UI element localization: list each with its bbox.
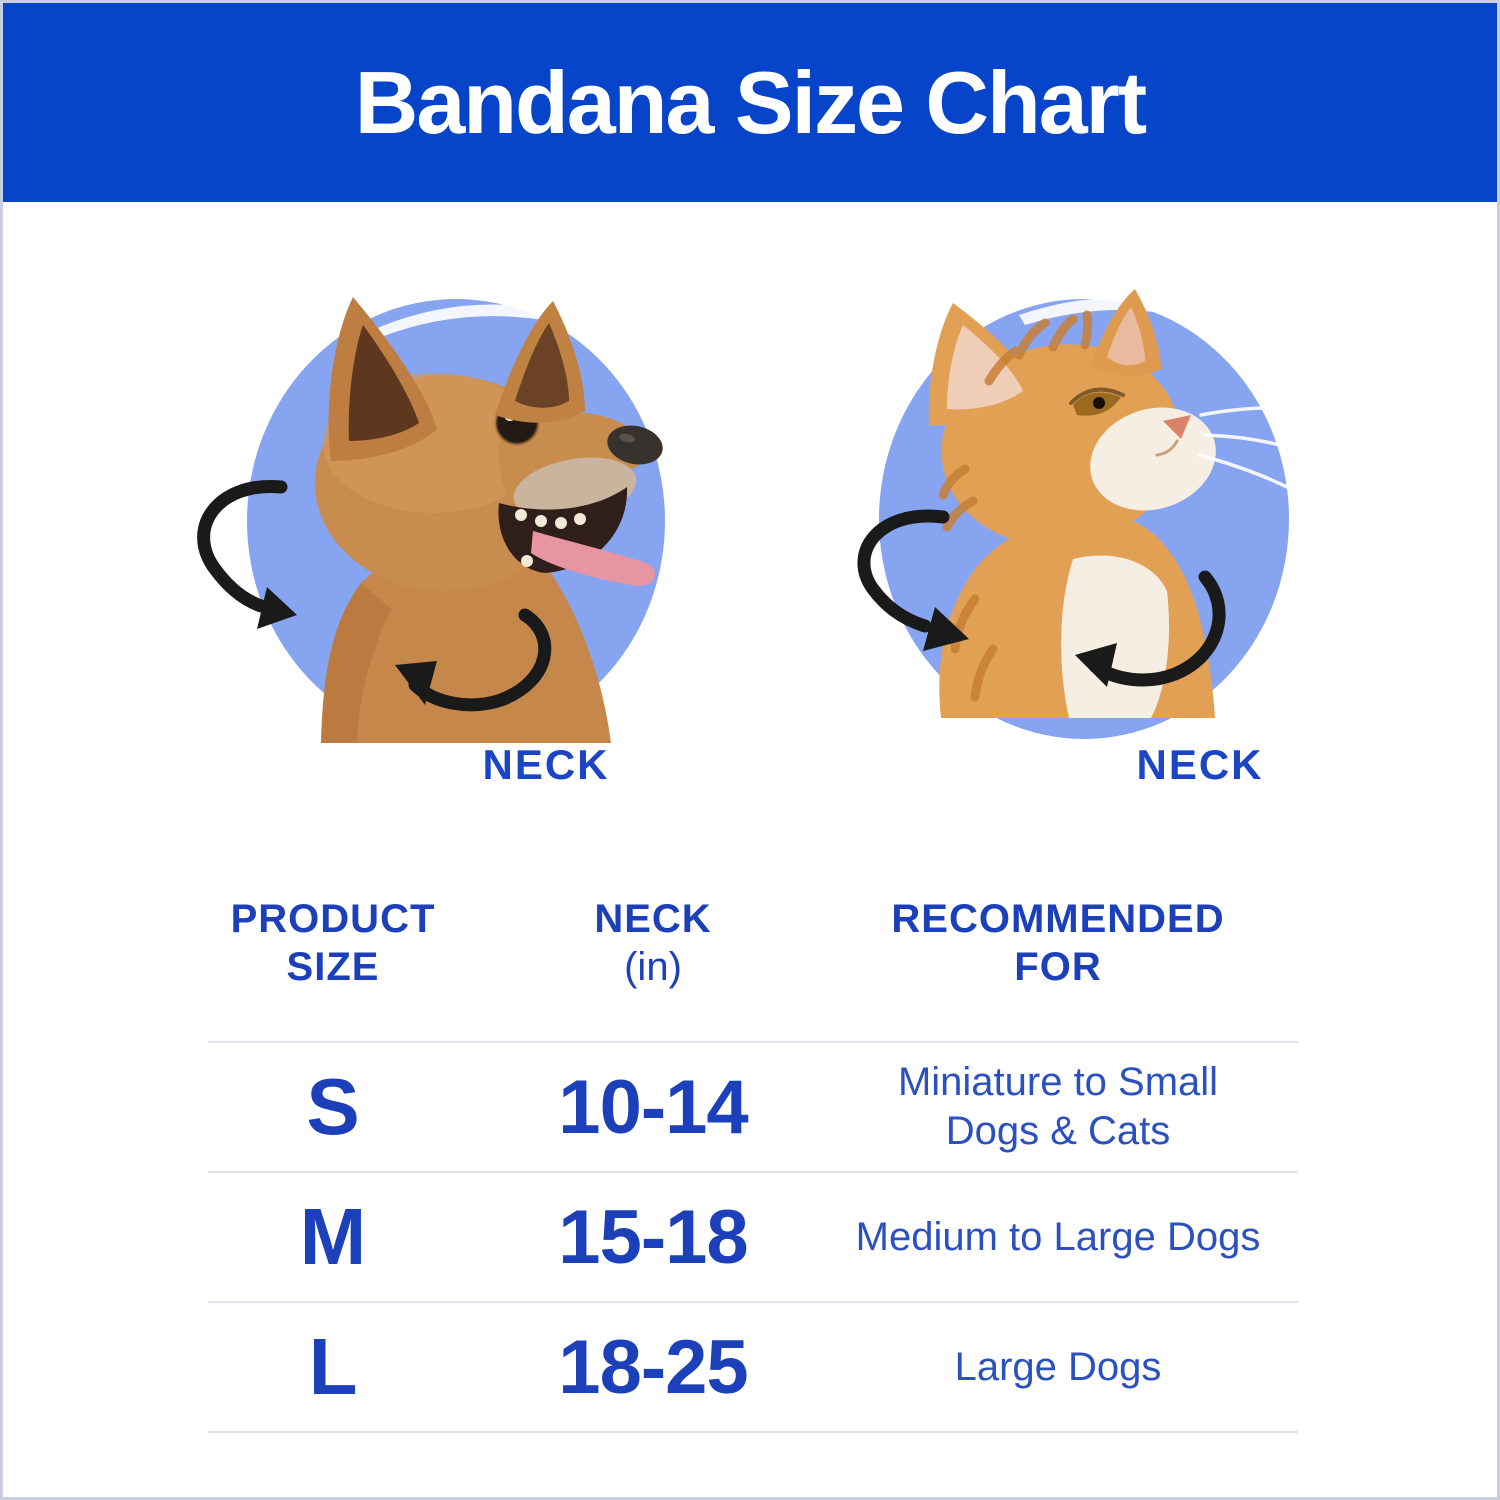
cat-measurement-figure: NECK bbox=[823, 263, 1383, 793]
recommended-for-cell: Miniature to Small Dogs & Cats bbox=[897, 1060, 1219, 1153]
neck-range-cell: 18-25 bbox=[558, 1324, 748, 1410]
table-row-large: L 18-25 Large Dogs bbox=[208, 1301, 1298, 1431]
dog-measurement-figure: NECK bbox=[183, 263, 743, 793]
neck-range-cell: 15-18 bbox=[558, 1194, 748, 1280]
column-header-recommended-for: RECOMMENDED FOR bbox=[891, 897, 1225, 989]
recommended-for-cell: Large Dogs bbox=[954, 1344, 1162, 1389]
table-row-small: S 10-14 Miniature to Small Dogs & Cats bbox=[208, 1041, 1298, 1171]
recommended-for-cell: Medium to Large Dogs bbox=[855, 1214, 1261, 1259]
table-row-medium: M 15-18 Medium to Large Dogs bbox=[208, 1171, 1298, 1301]
column-header-product-size: PRODUCT SIZE bbox=[230, 897, 436, 989]
dog-head-illustration bbox=[315, 297, 663, 743]
dog-photo bbox=[197, 297, 665, 743]
column-header-neck-in: NECK (in) bbox=[594, 897, 712, 989]
size-cell: M bbox=[299, 1192, 367, 1281]
neck-measure-arrows-icon bbox=[197, 480, 552, 712]
size-cell: L bbox=[308, 1322, 358, 1411]
page-title: Bandana Size Chart bbox=[354, 52, 1147, 152]
size-cell: S bbox=[306, 1062, 360, 1151]
cat-photo bbox=[857, 289, 1309, 739]
size-table-body: S 10-14 Miniature to Small Dogs & Cats M… bbox=[208, 1041, 1298, 1433]
size-table-header: PRODUCT SIZE NECK (in) RECOMMENDED FOR bbox=[208, 883, 1298, 991]
cat-neck-label: NECK bbox=[1136, 741, 1264, 788]
size-table: PRODUCT SIZE NECK (in) RECOMMENDED FOR S… bbox=[208, 883, 1298, 1433]
dog-neck-label: NECK bbox=[482, 741, 610, 788]
neck-range-cell: 10-14 bbox=[558, 1064, 748, 1150]
header-banner: Bandana Size Chart bbox=[3, 3, 1497, 202]
neck-measure-arrows-icon bbox=[857, 509, 1226, 687]
